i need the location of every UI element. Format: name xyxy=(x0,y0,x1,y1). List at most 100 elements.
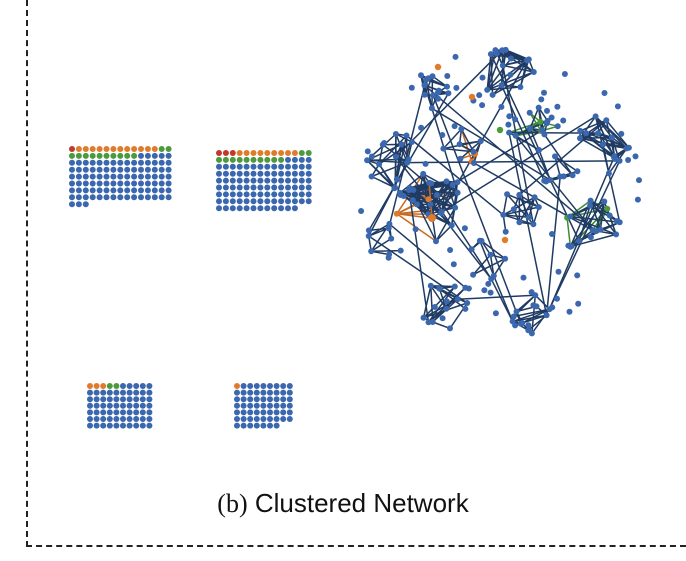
network-node xyxy=(543,120,550,127)
grid-node xyxy=(250,184,257,191)
grid-node xyxy=(234,402,240,409)
grid-node xyxy=(285,177,291,184)
network-edge xyxy=(566,217,572,247)
grid-node xyxy=(82,180,89,187)
grid-node xyxy=(267,389,273,396)
grid-node xyxy=(158,173,165,180)
grid-node xyxy=(222,156,229,163)
grid-node xyxy=(165,166,172,173)
grid-node xyxy=(120,396,126,403)
grid-node xyxy=(250,198,257,205)
grid-node xyxy=(117,159,124,166)
grid-node xyxy=(126,383,133,389)
grid-node xyxy=(240,383,247,389)
grid-node xyxy=(285,150,291,156)
grid-node xyxy=(113,422,120,429)
grid-node xyxy=(100,422,107,429)
network-node xyxy=(464,300,471,306)
network-node xyxy=(493,50,500,57)
grid-node xyxy=(87,389,93,396)
network-node xyxy=(555,268,562,275)
network-node xyxy=(552,153,558,160)
network-edge xyxy=(528,197,536,218)
grid-node xyxy=(69,194,75,201)
network-node xyxy=(479,102,486,109)
network-node xyxy=(487,51,494,58)
grid-node xyxy=(117,146,124,152)
network-edge xyxy=(605,119,630,149)
grid-node xyxy=(298,150,305,156)
network-node xyxy=(487,289,494,296)
grid-node xyxy=(158,180,165,187)
network-node xyxy=(368,173,375,180)
network-node xyxy=(397,192,404,198)
network-node xyxy=(365,233,372,239)
frame-bottom-border xyxy=(26,545,686,547)
grid-node xyxy=(96,194,103,201)
network-edge xyxy=(438,288,466,310)
network-node xyxy=(448,222,455,229)
grid-node xyxy=(285,184,291,191)
grid-node xyxy=(253,402,260,409)
network-node xyxy=(496,126,504,134)
grid-node xyxy=(222,177,229,184)
network-node xyxy=(541,177,548,184)
grid-node xyxy=(298,170,305,177)
grid-node xyxy=(96,187,103,194)
network-node xyxy=(535,204,542,211)
network-node xyxy=(566,308,573,315)
grid-node xyxy=(124,152,131,159)
network-edge xyxy=(570,233,617,248)
grid-node xyxy=(89,194,96,201)
network-node xyxy=(476,92,483,99)
network-node xyxy=(403,132,410,139)
grid-node xyxy=(93,383,100,389)
grid-node xyxy=(139,389,146,396)
grid-node xyxy=(124,173,131,180)
network-node xyxy=(569,172,576,179)
grid-node xyxy=(260,416,267,422)
network-node xyxy=(470,271,477,278)
network-node xyxy=(616,157,623,164)
grid-node xyxy=(89,180,96,187)
network-node xyxy=(561,71,568,77)
grid-node xyxy=(126,396,133,403)
network-node xyxy=(447,325,453,332)
grid-node xyxy=(286,396,293,403)
grid-node xyxy=(138,159,144,166)
grid-node xyxy=(131,180,138,187)
network-node xyxy=(408,139,415,145)
grid-node xyxy=(131,187,138,194)
node-grid-small-right xyxy=(234,383,293,429)
network-node xyxy=(592,113,599,120)
network-node xyxy=(508,55,514,62)
grid-node xyxy=(278,150,285,156)
network-node xyxy=(577,127,584,134)
grid-node xyxy=(264,184,271,191)
grid-node xyxy=(131,166,138,173)
grid-node xyxy=(257,205,264,212)
network-edge xyxy=(503,206,539,216)
network-node xyxy=(485,280,492,287)
grid-node xyxy=(273,422,280,429)
grid-node xyxy=(117,187,124,194)
grid-node xyxy=(75,173,82,180)
grid-node xyxy=(103,159,110,166)
grid-node xyxy=(89,173,96,180)
grid-node xyxy=(110,166,117,173)
grid-node xyxy=(298,191,305,198)
grid-node xyxy=(267,402,273,409)
network-node xyxy=(468,246,475,253)
grid-node xyxy=(243,198,250,205)
network-edge xyxy=(490,53,580,242)
clustered-network-graph xyxy=(358,46,642,337)
grid-node xyxy=(240,416,247,422)
grid-node xyxy=(82,194,89,201)
grid-node xyxy=(291,163,298,170)
grid-node xyxy=(103,180,110,187)
grid-node xyxy=(291,191,298,198)
grid-node xyxy=(243,150,250,156)
grid-node xyxy=(103,166,110,173)
grid-node xyxy=(117,180,124,187)
